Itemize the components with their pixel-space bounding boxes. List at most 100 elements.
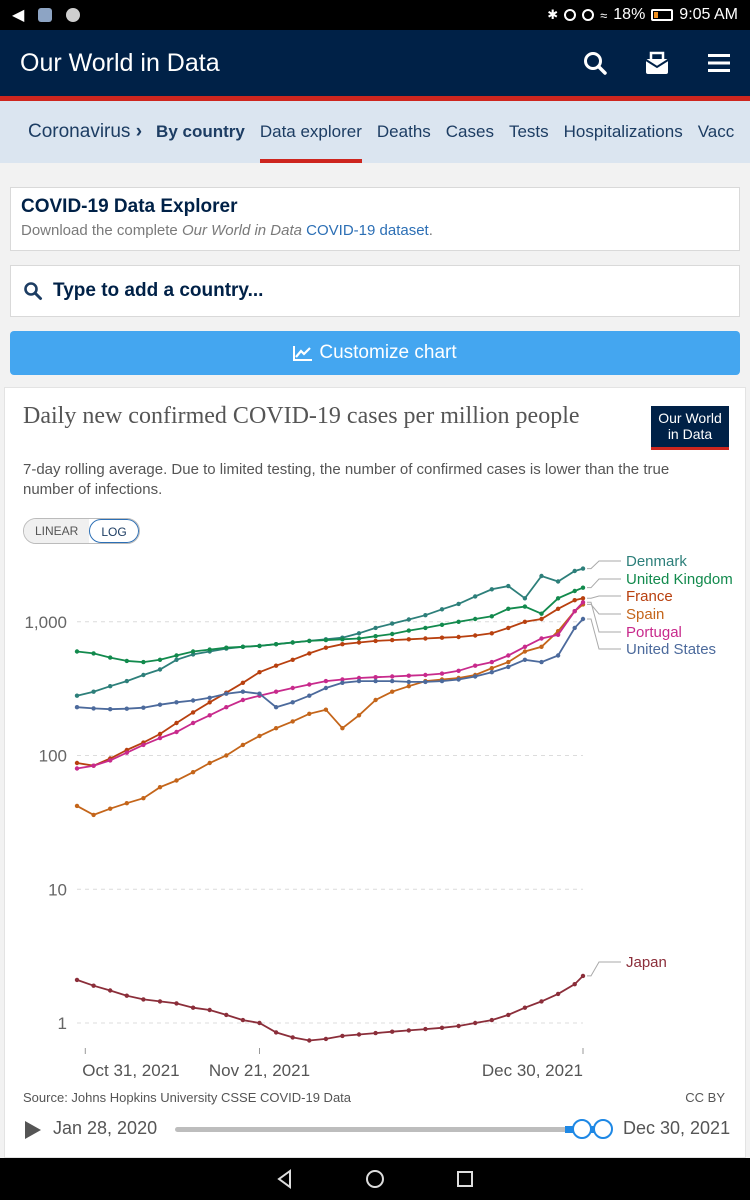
scale-log-option[interactable]: LOG bbox=[89, 519, 139, 543]
data-point bbox=[580, 600, 586, 605]
data-point bbox=[307, 711, 312, 716]
data-point bbox=[473, 633, 478, 638]
play-icon[interactable] bbox=[25, 1121, 41, 1139]
data-point bbox=[489, 659, 494, 665]
series-label-connector bbox=[587, 601, 621, 633]
series-line bbox=[76, 586, 584, 664]
data-point bbox=[373, 638, 378, 644]
data-point bbox=[124, 801, 129, 806]
data-point bbox=[423, 613, 428, 618]
tab-by-country[interactable]: By country bbox=[156, 122, 245, 141]
data-point bbox=[190, 649, 196, 654]
data-point bbox=[257, 1020, 262, 1026]
timeline-start-handle[interactable] bbox=[571, 1119, 592, 1139]
data-point bbox=[273, 642, 279, 647]
chrome-icon bbox=[66, 8, 81, 22]
search-icon[interactable] bbox=[582, 50, 608, 76]
data-point bbox=[108, 684, 113, 689]
series-label-connector bbox=[587, 961, 621, 977]
y-tick-label: 1,000 bbox=[24, 613, 67, 632]
scale-toggle[interactable]: LINEAR LOG bbox=[23, 518, 140, 544]
y-tick-label: 1 bbox=[58, 1014, 67, 1033]
data-point bbox=[323, 685, 329, 691]
data-point bbox=[506, 606, 511, 611]
data-point bbox=[207, 760, 212, 766]
data-point bbox=[356, 640, 362, 645]
data-point bbox=[489, 587, 494, 592]
data-point bbox=[74, 705, 80, 710]
timeline-track[interactable] bbox=[175, 1127, 603, 1132]
country-search-input[interactable] bbox=[53, 280, 653, 302]
data-point bbox=[406, 684, 411, 689]
tab-data-explorer[interactable]: Data explorer bbox=[259, 101, 362, 163]
x-tick-label: Nov 21, 2021 bbox=[209, 1061, 310, 1078]
data-point bbox=[522, 644, 528, 649]
coronavirus-subnav: Coronavirus › By country Data explorer D… bbox=[0, 101, 750, 163]
owid-logo-badge[interactable]: Our World in Data bbox=[651, 406, 729, 450]
back-icon[interactable] bbox=[275, 1169, 295, 1189]
tab-tests[interactable]: Tests bbox=[508, 122, 549, 141]
data-point bbox=[74, 693, 80, 698]
data-point bbox=[390, 631, 395, 637]
series-label-connector bbox=[587, 618, 621, 650]
data-point bbox=[157, 657, 163, 662]
recents-icon[interactable] bbox=[455, 1169, 475, 1189]
data-point bbox=[489, 670, 494, 675]
alarm-icon bbox=[564, 9, 577, 21]
shield-app-icon bbox=[38, 8, 53, 22]
data-point bbox=[141, 796, 146, 801]
data-point bbox=[522, 1005, 528, 1010]
data-point bbox=[423, 1026, 428, 1032]
breadcrumb[interactable]: Coronavirus › bbox=[28, 121, 143, 142]
data-point bbox=[506, 653, 511, 658]
tab-hospitalizations[interactable]: Hospitalizations bbox=[563, 122, 683, 141]
data-point bbox=[91, 689, 96, 694]
chart-source[interactable]: Source: Johns Hopkins University CSSE CO… bbox=[23, 1090, 352, 1105]
data-point bbox=[141, 997, 146, 1002]
subscribe-envelope-icon[interactable] bbox=[644, 50, 670, 76]
data-point bbox=[539, 636, 544, 641]
data-point bbox=[522, 596, 528, 601]
data-point bbox=[539, 611, 544, 616]
wifi-icon: ≈ bbox=[600, 7, 608, 23]
data-point bbox=[174, 653, 179, 658]
series-label: Japan bbox=[626, 954, 667, 971]
data-point bbox=[506, 664, 511, 670]
customize-chart-button[interactable]: Customize chart bbox=[10, 331, 740, 375]
timeline-start-date: Jan 28, 2020 bbox=[53, 1118, 158, 1138]
data-point bbox=[224, 705, 229, 710]
data-point bbox=[489, 666, 494, 671]
tab-vaccinations[interactable]: Vacc bbox=[697, 122, 735, 141]
data-point bbox=[307, 651, 312, 656]
menu-icon[interactable] bbox=[706, 50, 732, 76]
home-icon[interactable] bbox=[365, 1169, 385, 1189]
timeline-end-date: Dec 30, 2021 bbox=[623, 1118, 731, 1138]
x-tick-label: Dec 30, 2021 bbox=[482, 1061, 583, 1078]
tab-cases[interactable]: Cases bbox=[445, 122, 494, 141]
chart-title: Daily new confirmed COVID-19 cases per m… bbox=[23, 403, 580, 429]
dataset-link[interactable]: COVID-19 dataset bbox=[306, 222, 429, 239]
data-point bbox=[539, 999, 544, 1004]
data-point bbox=[456, 677, 461, 682]
license-label[interactable]: CC BY bbox=[685, 1090, 725, 1105]
tab-deaths[interactable]: Deaths bbox=[376, 122, 431, 141]
scale-linear-option[interactable]: LINEAR bbox=[24, 519, 90, 543]
page-content: COVID-19 Data Explorer Download the comp… bbox=[0, 163, 750, 1158]
timeline-end-handle[interactable] bbox=[593, 1119, 613, 1139]
data-point bbox=[356, 678, 362, 684]
site-logo[interactable]: Our World in Data bbox=[20, 48, 220, 77]
data-point bbox=[190, 698, 196, 703]
data-point bbox=[439, 635, 445, 640]
data-point bbox=[572, 609, 577, 614]
data-point bbox=[108, 988, 113, 993]
eye-icon bbox=[582, 9, 595, 21]
data-point bbox=[356, 631, 362, 636]
data-point bbox=[124, 750, 129, 755]
data-point bbox=[157, 735, 163, 741]
country-search-box[interactable] bbox=[10, 265, 740, 317]
page-title: COVID-19 Data Explorer bbox=[21, 196, 238, 217]
data-point bbox=[373, 697, 378, 703]
timeline-slider: Jan 28, 2020 Dec 30, 2021 bbox=[23, 1116, 737, 1146]
data-point bbox=[124, 706, 129, 711]
download-text: Download the complete Our World in Data … bbox=[21, 222, 433, 239]
